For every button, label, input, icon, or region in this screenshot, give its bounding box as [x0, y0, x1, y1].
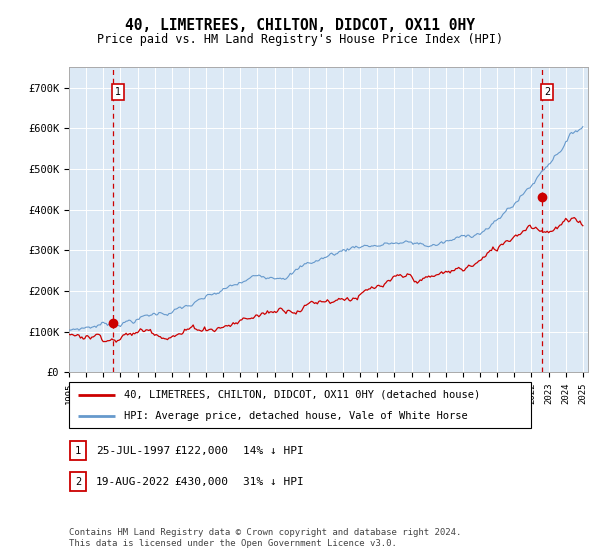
Text: Price paid vs. HM Land Registry's House Price Index (HPI): Price paid vs. HM Land Registry's House … [97, 32, 503, 46]
Text: 2: 2 [544, 87, 551, 97]
Text: 40, LIMETREES, CHILTON, DIDCOT, OX11 0HY: 40, LIMETREES, CHILTON, DIDCOT, OX11 0HY [125, 18, 475, 32]
Text: 14% ↓ HPI: 14% ↓ HPI [243, 446, 304, 456]
Text: £122,000: £122,000 [174, 446, 228, 456]
Text: 25-JUL-1997: 25-JUL-1997 [96, 446, 170, 456]
Text: 19-AUG-2022: 19-AUG-2022 [96, 477, 170, 487]
Text: £430,000: £430,000 [174, 477, 228, 487]
Text: 2: 2 [75, 477, 81, 487]
Text: 40, LIMETREES, CHILTON, DIDCOT, OX11 0HY (detached house): 40, LIMETREES, CHILTON, DIDCOT, OX11 0HY… [124, 390, 481, 400]
Text: 1: 1 [75, 446, 81, 456]
Text: HPI: Average price, detached house, Vale of White Horse: HPI: Average price, detached house, Vale… [124, 411, 468, 421]
Text: Contains HM Land Registry data © Crown copyright and database right 2024.
This d: Contains HM Land Registry data © Crown c… [69, 528, 461, 548]
Text: 1: 1 [115, 87, 121, 97]
Text: 31% ↓ HPI: 31% ↓ HPI [243, 477, 304, 487]
